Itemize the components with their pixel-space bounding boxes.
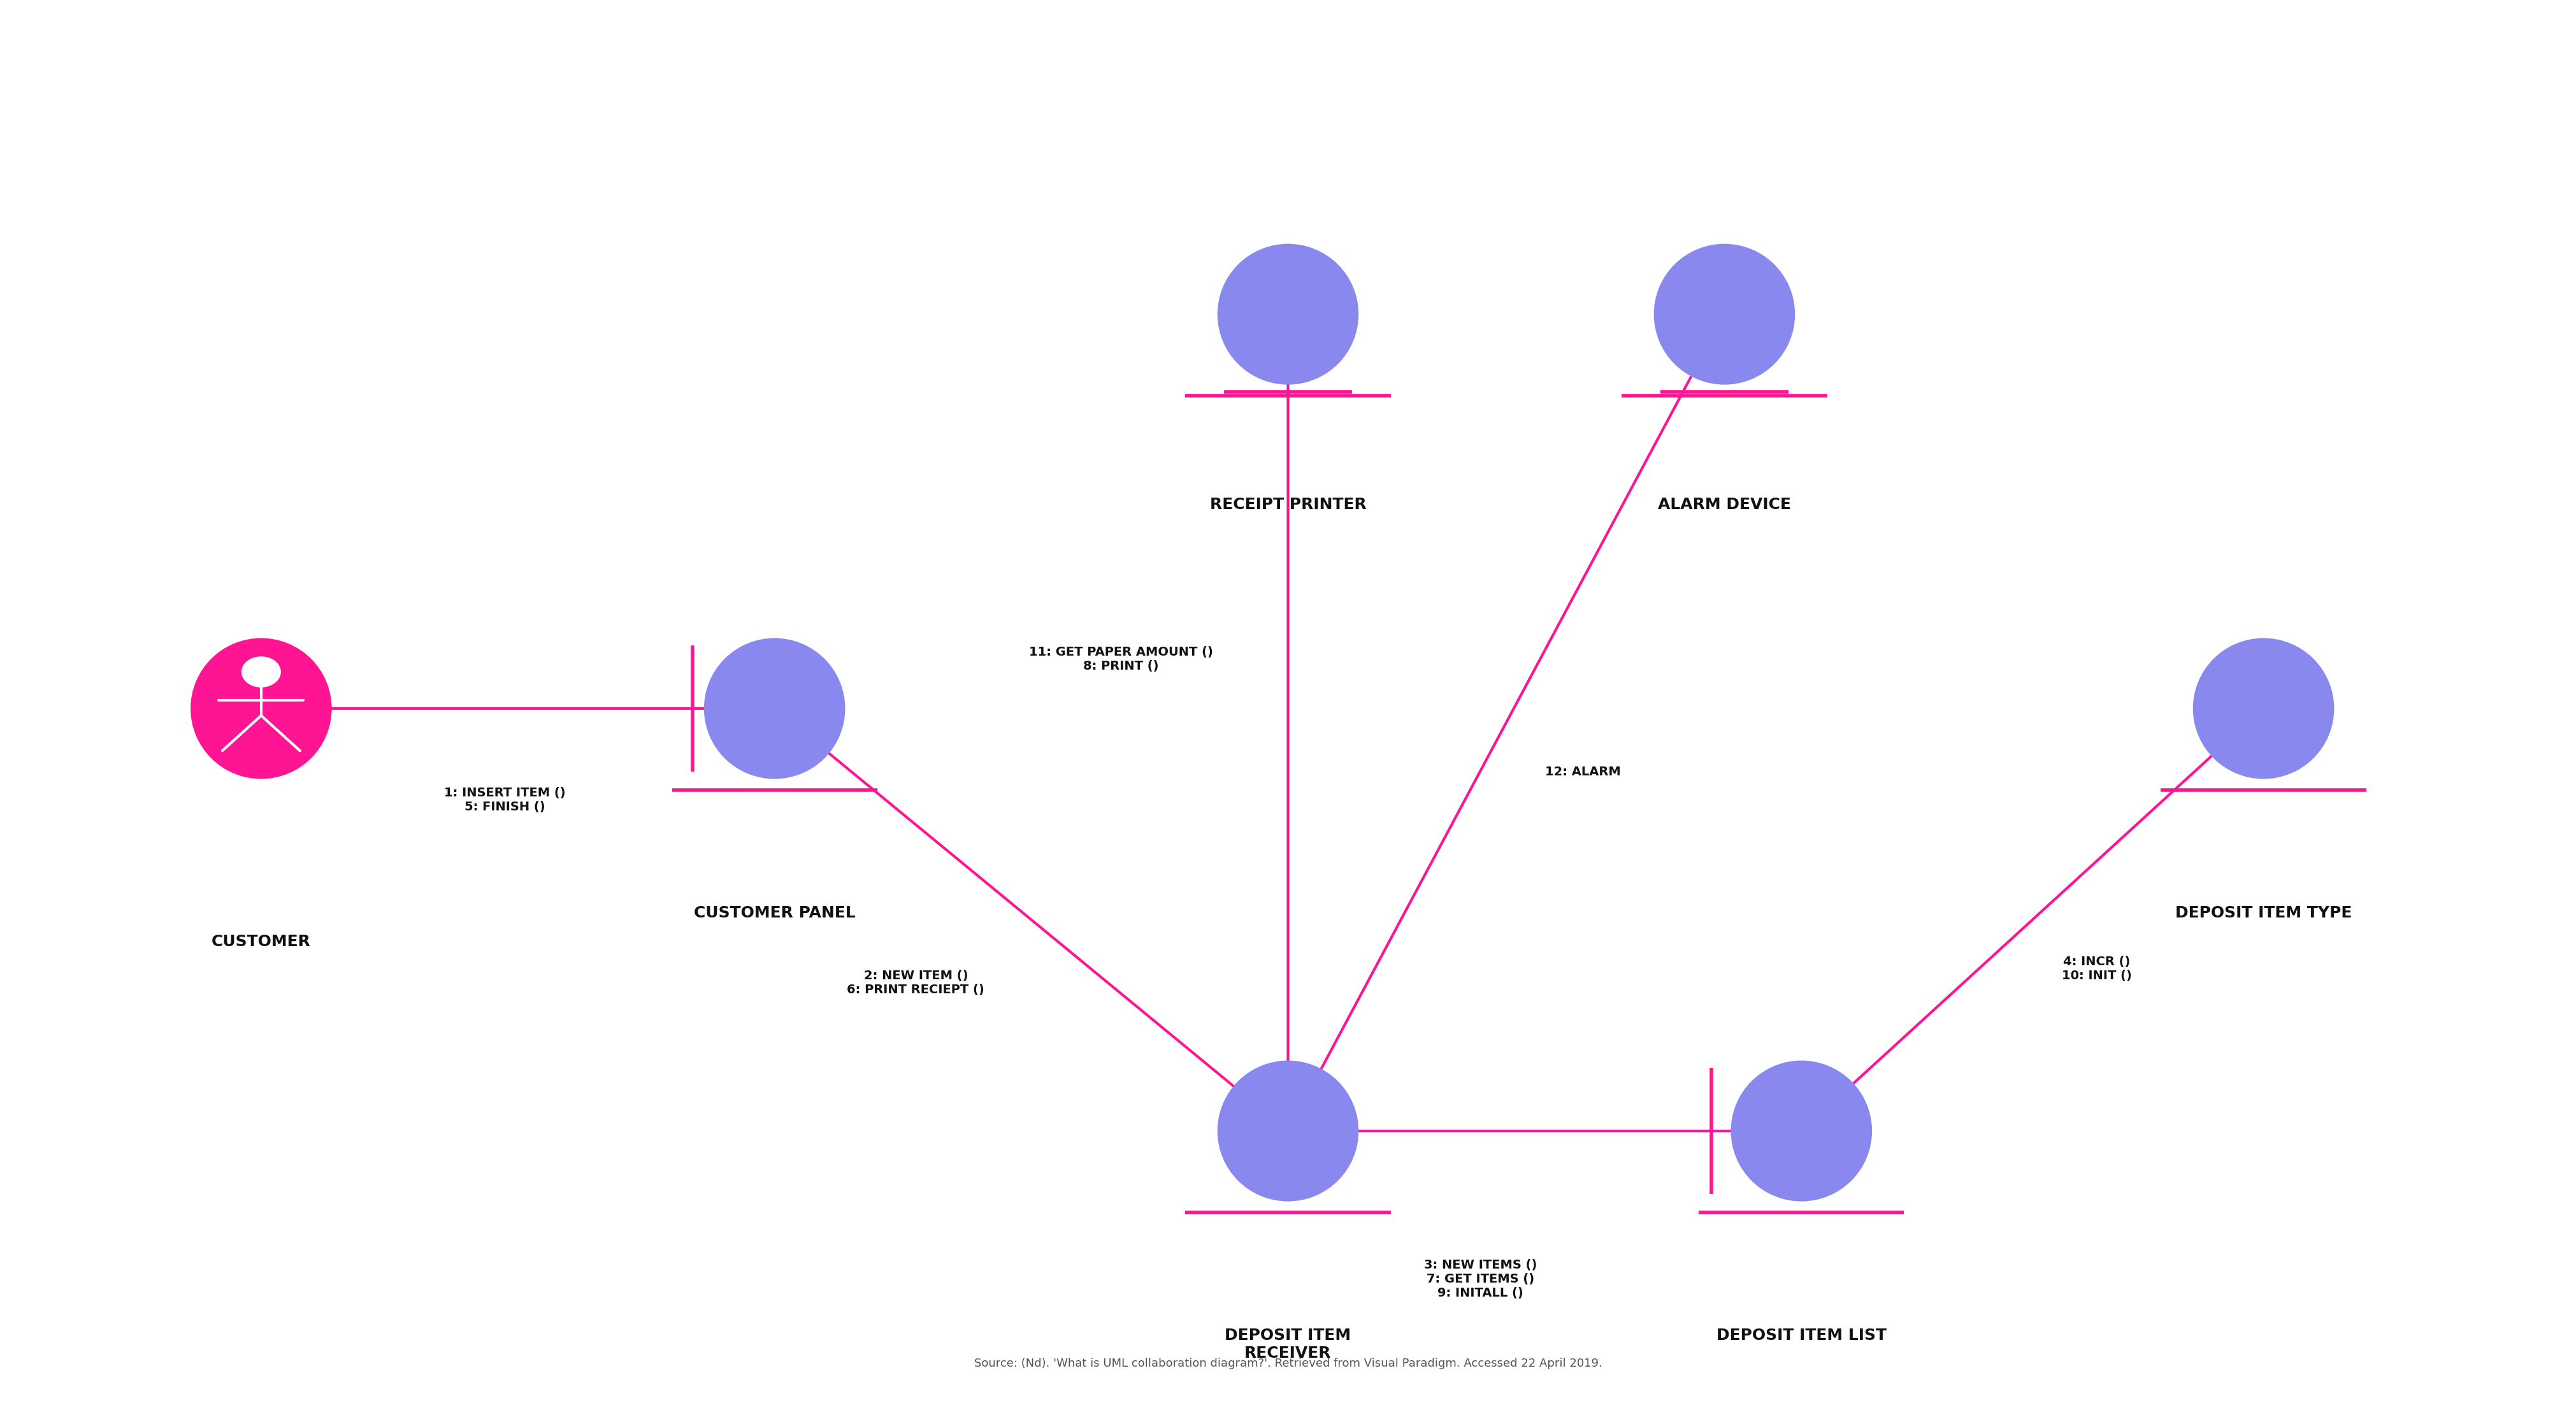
Text: 11: GET PAPER AMOUNT ()
8: PRINT (): 11: GET PAPER AMOUNT () 8: PRINT () [1028, 646, 1213, 672]
Ellipse shape [703, 638, 845, 779]
Text: DEPOSIT ITEM
RECEIVER: DEPOSIT ITEM RECEIVER [1224, 1328, 1352, 1362]
Ellipse shape [242, 656, 281, 687]
Text: 2: NEW ITEM ()
6: PRINT RECIEPT (): 2: NEW ITEM () 6: PRINT RECIEPT () [848, 971, 984, 996]
Text: 4: INCR ()
10: INIT (): 4: INCR () 10: INIT () [2061, 956, 2133, 982]
Text: DEPOSIT ITEM LIST: DEPOSIT ITEM LIST [1716, 1328, 1886, 1343]
Text: ALARM DEVICE: ALARM DEVICE [1659, 497, 1790, 513]
Text: RECEIPT PRINTER: RECEIPT PRINTER [1211, 497, 1365, 513]
Ellipse shape [191, 638, 332, 779]
Text: CUSTOMER PANEL: CUSTOMER PANEL [693, 905, 855, 921]
Ellipse shape [2192, 638, 2334, 779]
Ellipse shape [1731, 1060, 1873, 1202]
Ellipse shape [1218, 1060, 1358, 1202]
Text: 3: NEW ITEMS ()
7: GET ITEMS ()
9: INITALL (): 3: NEW ITEMS () 7: GET ITEMS () 9: INITA… [1425, 1258, 1538, 1299]
Ellipse shape [1218, 244, 1358, 384]
Text: 12: ALARM: 12: ALARM [1546, 765, 1620, 778]
Ellipse shape [1654, 244, 1795, 384]
Text: DEPOSIT ITEM TYPE: DEPOSIT ITEM TYPE [2174, 905, 2352, 921]
Text: CUSTOMER: CUSTOMER [211, 934, 312, 949]
Text: 1: INSERT ITEM ()
5: FINISH (): 1: INSERT ITEM () 5: FINISH () [443, 786, 567, 813]
Text: Source: (Nd). 'What is UML collaboration diagram?'. Retrieved from Visual Paradi: Source: (Nd). 'What is UML collaboration… [974, 1357, 1602, 1369]
